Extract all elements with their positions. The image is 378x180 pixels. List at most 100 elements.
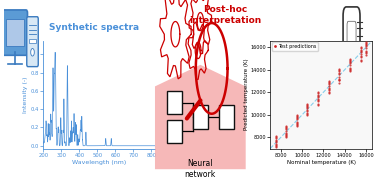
Point <box>363 40 369 43</box>
Point <box>336 69 342 72</box>
Point <box>315 92 321 95</box>
Legend: Test predictions: Test predictions <box>272 42 318 51</box>
Point <box>336 72 342 75</box>
Point <box>283 126 289 129</box>
Text: Post-hoc
interpretation: Post-hoc interpretation <box>189 5 262 25</box>
Point <box>283 132 289 135</box>
Point <box>326 91 332 94</box>
Point <box>304 111 310 114</box>
Point <box>347 62 353 64</box>
Point <box>363 41 369 44</box>
Point <box>304 113 310 116</box>
Point <box>336 78 342 81</box>
Point <box>363 50 369 53</box>
Point <box>358 56 364 59</box>
X-axis label: Wavelength (nm): Wavelength (nm) <box>72 160 126 165</box>
Bar <box>167 91 181 114</box>
Point <box>347 68 353 71</box>
Point <box>283 131 289 134</box>
Point <box>347 59 353 62</box>
Point <box>347 64 353 67</box>
Point <box>315 103 321 106</box>
Point <box>363 51 369 54</box>
Point <box>294 113 300 116</box>
Point <box>358 48 364 51</box>
Point <box>283 128 289 131</box>
Point <box>294 125 300 127</box>
Point <box>294 123 300 126</box>
Bar <box>6 19 24 46</box>
Point <box>326 86 332 89</box>
Point <box>304 109 310 112</box>
Bar <box>219 105 234 129</box>
Point <box>294 122 300 125</box>
Point <box>273 140 279 143</box>
Point <box>283 134 289 136</box>
Point <box>304 102 310 105</box>
Polygon shape <box>155 65 246 169</box>
Point <box>358 46 364 49</box>
Point <box>304 104 310 107</box>
FancyBboxPatch shape <box>2 10 28 55</box>
Point <box>358 55 364 58</box>
FancyBboxPatch shape <box>27 17 38 67</box>
Point <box>347 60 353 63</box>
Point <box>326 87 332 90</box>
FancyBboxPatch shape <box>347 21 356 68</box>
Point <box>363 44 369 46</box>
Point <box>283 136 289 139</box>
Point <box>315 94 321 97</box>
Point <box>304 112 310 115</box>
Point <box>315 93 321 96</box>
Circle shape <box>344 49 359 92</box>
Point <box>358 47 364 50</box>
Point <box>326 92 332 95</box>
Point <box>326 81 332 84</box>
Text: Neural
network: Neural network <box>185 159 216 179</box>
Point <box>347 58 353 61</box>
Point <box>273 143 279 145</box>
Point <box>304 105 310 108</box>
Point <box>363 54 369 57</box>
Point <box>304 103 310 106</box>
Point <box>326 82 332 85</box>
Point <box>294 118 300 121</box>
Point <box>273 138 279 141</box>
Point <box>358 58 364 61</box>
Point <box>283 129 289 132</box>
Y-axis label: Intensity (-): Intensity (-) <box>23 76 28 113</box>
Point <box>326 83 332 86</box>
Point <box>294 120 300 123</box>
Point <box>294 117 300 120</box>
Point <box>273 144 279 147</box>
Point <box>336 82 342 85</box>
Point <box>315 100 321 103</box>
Point <box>304 110 310 113</box>
Point <box>336 73 342 76</box>
Point <box>326 89 332 91</box>
Point <box>347 66 353 69</box>
Point <box>363 45 369 48</box>
Point <box>326 80 332 82</box>
Point <box>273 137 279 140</box>
Point <box>358 49 364 52</box>
Bar <box>29 39 36 43</box>
Point <box>283 135 289 138</box>
Point <box>283 127 289 130</box>
Point <box>315 102 321 105</box>
Point <box>315 99 321 102</box>
Point <box>315 98 321 100</box>
Point <box>273 135 279 138</box>
Bar <box>193 105 208 129</box>
Point <box>347 67 353 70</box>
Circle shape <box>31 48 34 56</box>
Point <box>336 68 342 71</box>
Point <box>294 114 300 117</box>
Point <box>363 49 369 52</box>
Point <box>273 139 279 142</box>
Point <box>336 67 342 70</box>
Point <box>315 95 321 98</box>
Bar <box>167 120 181 143</box>
Point <box>358 59 364 62</box>
Point <box>336 75 342 78</box>
